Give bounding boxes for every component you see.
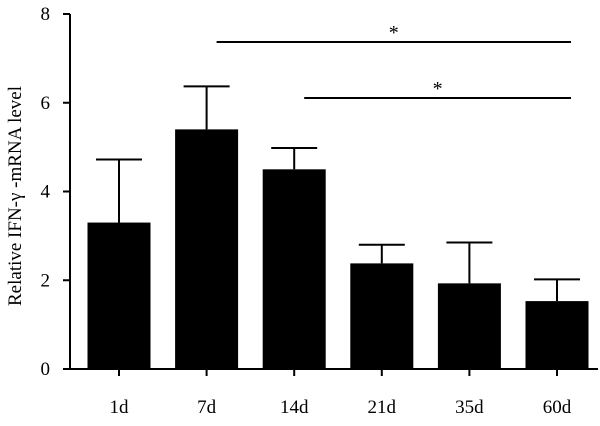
x-tick-label: 14d [280,397,309,418]
y-tick-label: 4 [41,182,51,203]
bar-21d [350,263,414,369]
x-tick-label: 60d [543,397,572,418]
error-bars [96,85,580,302]
significance-star: * [389,22,399,44]
significance-annotations: ** [216,22,571,100]
axes: 0 2 4 6 8 1d 7d 14d 21d 35d 60d [41,4,598,418]
y-tick-label: 8 [41,4,51,25]
y-tick-label: 6 [41,93,51,114]
x-tick-label: 1d [110,397,130,418]
bar-60d [525,301,589,369]
bar-35d [437,283,501,369]
y-tick-label: 0 [41,359,51,380]
y-axis-title: Relative IFN-γ -mRNA level [5,86,26,306]
bars [87,129,589,369]
bar-7d [175,129,239,369]
bar-1d [87,222,151,369]
y-tick-label: 2 [41,270,51,291]
x-tick-label: 35d [455,397,484,418]
x-tick-label: 7d [197,397,217,418]
bar-14d [262,169,326,369]
significance-star: * [433,78,443,100]
x-tick-label: 21d [368,397,397,418]
